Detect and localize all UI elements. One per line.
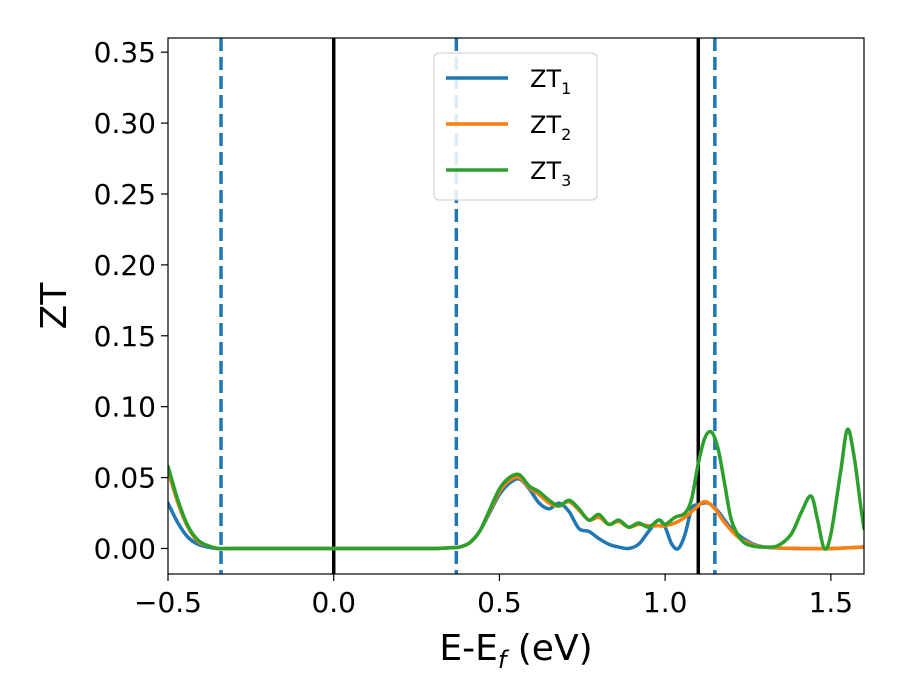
y-tick-label: 0.35 <box>94 36 156 69</box>
legend-label-zt3: ZT3 <box>530 157 571 190</box>
y-tick-label: 0.20 <box>94 249 156 282</box>
y-tick-label: 0.30 <box>94 107 156 140</box>
x-tick-label: 1.5 <box>809 586 854 619</box>
x-tick-label: 1.0 <box>643 586 688 619</box>
legend: ZT1 ZT2 ZT3 <box>433 52 598 201</box>
reference-lines <box>219 38 717 574</box>
series-layer <box>168 427 864 551</box>
plot-frame <box>167 37 865 575</box>
y-tick-label: 0.05 <box>94 462 156 495</box>
x-axis-title: E-Ef (eV) <box>439 628 592 674</box>
x-tick-label: 0.5 <box>477 586 522 619</box>
y-tick-label: 0.15 <box>94 320 156 353</box>
y-tick-label: 0.10 <box>94 391 156 424</box>
y-axis-title: ZT <box>34 282 75 330</box>
x-axis: −0.5 0.0 0.5 1.0 1.5 <box>134 574 853 619</box>
y-tick-label: 0.25 <box>94 178 156 211</box>
legend-label-zt2: ZT2 <box>530 111 571 144</box>
y-axis: 0.00 0.05 0.10 0.15 0.20 0.25 0.30 0.35 <box>94 36 168 565</box>
y-tick-label: 0.00 <box>94 532 156 565</box>
x-tick-label: −0.5 <box>134 586 202 619</box>
legend-box <box>433 52 598 201</box>
series-line-zt3 <box>168 427 864 551</box>
x-tick-label: 0.0 <box>311 586 356 619</box>
legend-label-zt1: ZT1 <box>530 65 571 98</box>
